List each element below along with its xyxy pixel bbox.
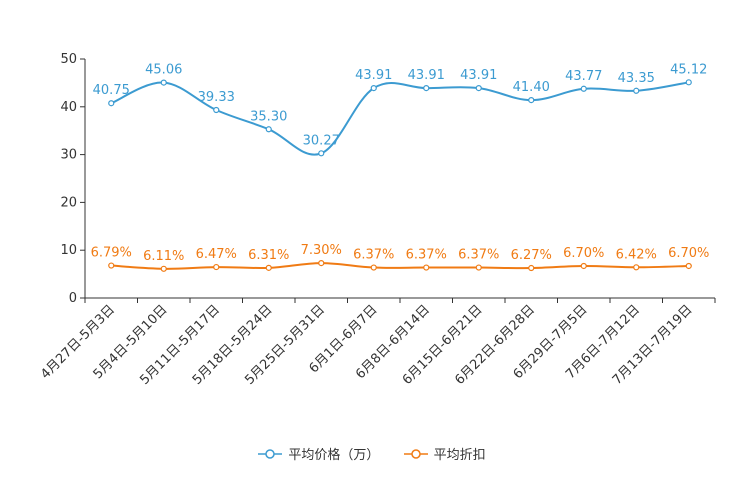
data-point[interactable] — [318, 150, 325, 157]
data-label: 6.37% — [406, 248, 447, 263]
data-point[interactable] — [475, 264, 482, 271]
data-label: 6.37% — [458, 248, 499, 263]
data-label: 6.47% — [196, 247, 237, 262]
data-point[interactable] — [265, 264, 272, 271]
data-point[interactable] — [528, 264, 535, 272]
data-label: 30.27 — [303, 133, 340, 148]
data-point[interactable] — [265, 126, 272, 133]
data-point[interactable] — [213, 106, 220, 114]
data-label: 6.42% — [616, 247, 657, 262]
data-label: 6.70% — [668, 246, 709, 261]
data-label: 43.77 — [565, 69, 602, 84]
data-point[interactable] — [580, 85, 587, 92]
data-point[interactable] — [423, 85, 430, 92]
data-label: 6.70% — [563, 246, 604, 261]
data-point[interactable] — [160, 265, 167, 272]
data-point[interactable] — [633, 87, 640, 94]
data-label: 6.31% — [248, 248, 289, 263]
data-label: 43.91 — [408, 68, 445, 83]
data-label: 6.37% — [353, 248, 394, 263]
data-point[interactable] — [108, 100, 115, 107]
legend: 平均价格（万） 平均折扣 — [0, 444, 744, 464]
data-label: 6.27% — [511, 248, 552, 263]
legend-price-label: 平均价格（万） — [288, 448, 380, 463]
data-point[interactable] — [370, 85, 377, 92]
data-label: 45.06 — [145, 63, 182, 78]
y-tick-label: 20 — [60, 195, 77, 210]
legend-item-price[interactable]: 平均价格（万） — [258, 444, 379, 463]
data-point[interactable] — [160, 79, 167, 86]
y-tick-label: 10 — [60, 243, 77, 258]
data-label: 41.40 — [513, 80, 550, 95]
data-label: 40.75 — [93, 83, 130, 98]
data-point[interactable] — [633, 264, 640, 271]
y-tick-label: 50 — [60, 52, 77, 67]
data-point[interactable] — [213, 263, 220, 271]
data-point[interactable] — [580, 262, 587, 270]
data-label: 6.79% — [91, 246, 132, 261]
data-point[interactable] — [423, 264, 430, 271]
legend-discount-line-icon — [403, 448, 428, 459]
series-line-1 — [111, 262, 689, 270]
data-label: 45.12 — [670, 62, 707, 77]
legend-price-line-icon — [258, 448, 283, 459]
y-tick-label: 40 — [60, 100, 77, 115]
data-point[interactable] — [685, 79, 692, 86]
data-label: 43.91 — [460, 68, 497, 83]
data-label: 43.91 — [355, 68, 392, 83]
legend-discount-label: 平均折扣 — [433, 448, 486, 463]
data-label: 43.35 — [618, 71, 655, 86]
legend-item-discount[interactable]: 平均折扣 — [403, 444, 486, 463]
data-point[interactable] — [370, 264, 377, 271]
y-tick-label: 30 — [60, 148, 77, 163]
line-chart: 010203040504月27日-5月3日5月4日-5月10日5月11日-5月1… — [38, 52, 716, 388]
data-label: 39.33 — [198, 90, 235, 105]
data-point[interactable] — [318, 260, 325, 267]
data-label: 6.11% — [143, 249, 184, 264]
data-point[interactable] — [108, 262, 115, 269]
data-point[interactable] — [528, 97, 535, 104]
data-point[interactable] — [475, 85, 482, 92]
data-point[interactable] — [685, 262, 692, 270]
data-label: 7.30% — [301, 243, 342, 258]
data-label: 35.30 — [250, 109, 287, 124]
y-tick-label: 0 — [69, 291, 77, 306]
